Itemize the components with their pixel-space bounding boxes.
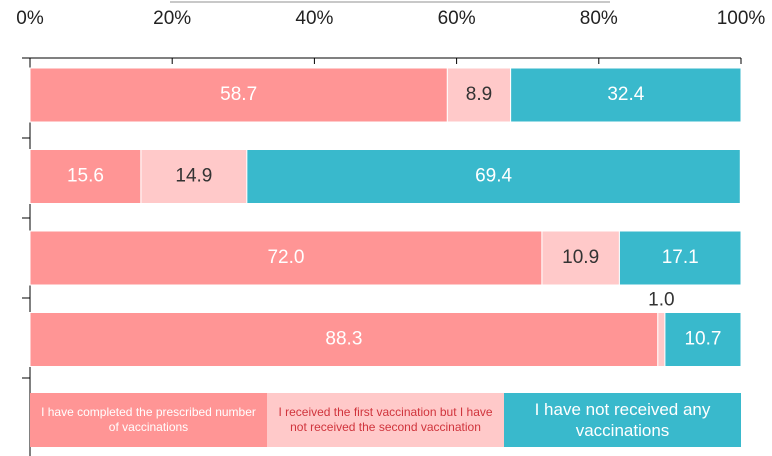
x-tick-label: 60% xyxy=(438,8,476,29)
data-label: 14.9 xyxy=(175,166,212,187)
legend-entry: I have not received any vaccinations xyxy=(504,393,741,447)
bar-segment xyxy=(541,230,620,286)
bar-segment xyxy=(618,230,742,286)
data-label: 10.7 xyxy=(684,329,721,350)
data-label: 1.0 xyxy=(648,290,674,311)
bar-segment xyxy=(246,149,741,204)
data-label: 69.4 xyxy=(475,166,512,187)
data-label: 17.1 xyxy=(662,247,699,268)
legend-entry: I received the first vaccination but I h… xyxy=(267,393,504,447)
bar-segment xyxy=(657,312,666,367)
bar-segment xyxy=(510,67,742,123)
x-tick-label: 20% xyxy=(153,8,191,29)
x-tick-label: 0% xyxy=(16,8,44,29)
bar-segment xyxy=(664,312,742,367)
data-label: 32.4 xyxy=(607,84,644,105)
bar-segment xyxy=(29,230,543,286)
bar-segment xyxy=(140,149,248,204)
x-tick-label: 100% xyxy=(717,8,766,29)
x-tick-label: 80% xyxy=(580,8,618,29)
data-label: 72.0 xyxy=(267,247,304,268)
data-label: 8.9 xyxy=(466,84,492,105)
x-tick-label: 40% xyxy=(295,8,333,29)
data-label: 15.6 xyxy=(67,166,104,187)
bar-segment xyxy=(29,312,659,367)
legend-entry: I have completed the prescribed number o… xyxy=(30,393,267,447)
data-label: 88.3 xyxy=(325,329,362,350)
data-label: 10.9 xyxy=(562,247,599,268)
data-label: 58.7 xyxy=(220,84,257,105)
